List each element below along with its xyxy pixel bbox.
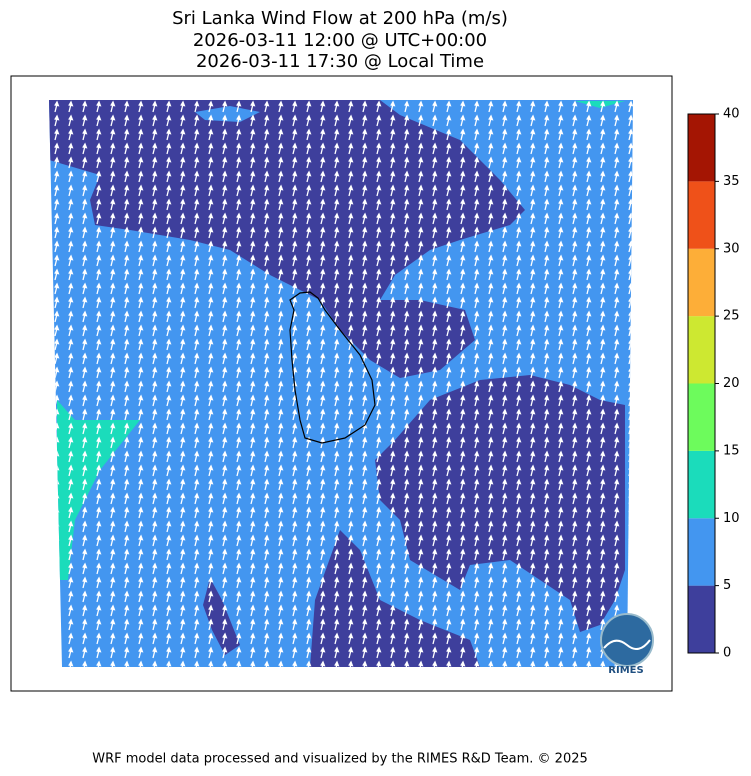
title-line: Sri Lanka Wind Flow at 200 hPa (m/s) [172, 8, 508, 29]
colorbar-tick-label: 0 [723, 646, 731, 661]
colorbar-segment [688, 585, 715, 653]
colorbar-segment [688, 114, 715, 182]
colorbar-segment [688, 248, 715, 317]
colorbar-tick-label: 10 [723, 511, 740, 526]
title-line: 2026-03-11 12:00 @ UTC+00:00 [193, 30, 487, 51]
colorbar-tick-label: 25 [723, 309, 740, 324]
colorbar-tick-label: 30 [723, 241, 740, 256]
colorbar: 0 5 10 15 20 25 30 35 40 [687, 107, 740, 661]
colorbar-segment [688, 450, 715, 519]
wind-field [49, 100, 633, 667]
logo-emblem [600, 613, 654, 667]
logo-text: RIMES [608, 665, 643, 676]
wind-arrows [49, 100, 633, 667]
sri-lanka-outline [289, 291, 376, 444]
title-line: 2026-03-11 17:30 @ Local Time [196, 51, 484, 72]
footer: WRF model data processed and visualized … [92, 752, 588, 767]
logo-wave [603, 639, 651, 650]
logo: RIMES [600, 613, 654, 676]
colorbar-tick-label: 15 [723, 443, 740, 458]
map-frame [10, 75, 673, 692]
colorbar-tick-label: 5 [723, 578, 731, 593]
colorbar-segment [688, 383, 715, 451]
colorbar-segment [688, 181, 715, 249]
colorbar-segment [688, 316, 715, 384]
colorbar-tick-label: 40 [723, 107, 740, 122]
colorbar-tick-label: 35 [723, 174, 740, 189]
colorbar-tick-label: 20 [723, 376, 740, 391]
colorbar-segment [688, 518, 715, 586]
